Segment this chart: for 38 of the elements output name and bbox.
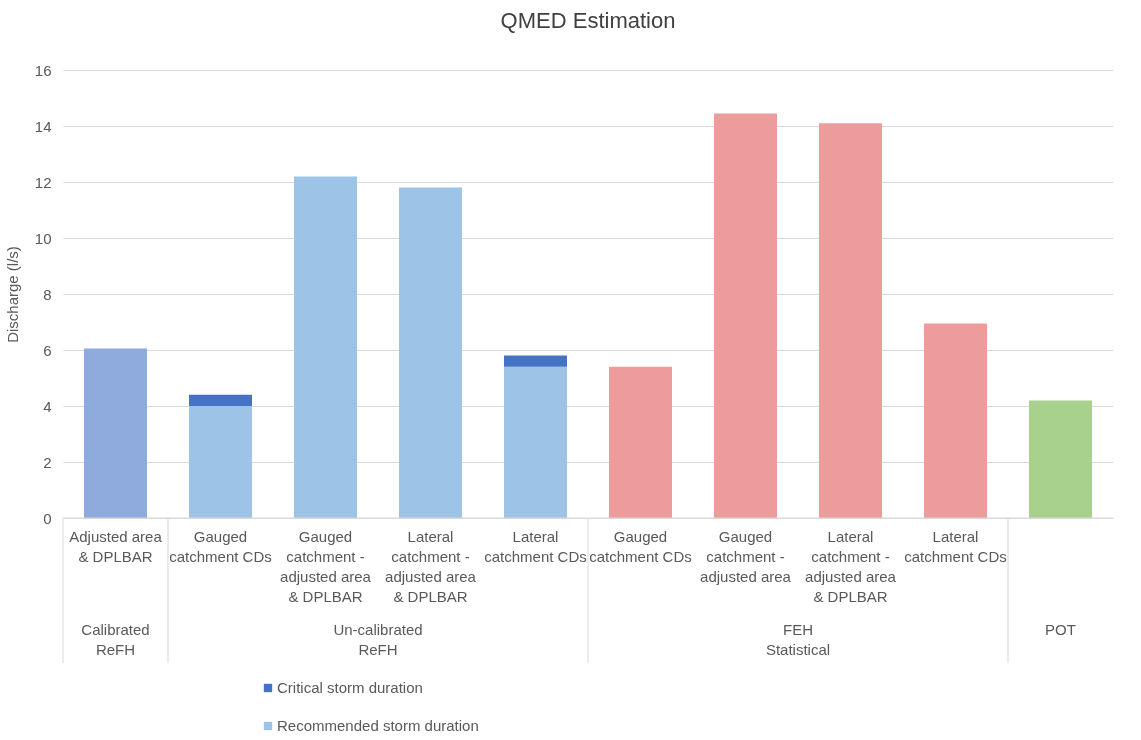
- bar: [504, 355, 567, 367]
- y-tick-label: 0: [43, 509, 52, 527]
- y-tick-label: 10: [34, 229, 52, 247]
- bar: [294, 176, 357, 518]
- text: POT: [1045, 621, 1076, 638]
- bar: [399, 187, 462, 518]
- x-tick-label: Lateral catchment - adjusted area & DPLBAR: [385, 528, 477, 605]
- text: Calibrated ReFH: [81, 621, 150, 658]
- y-tick-label: 6: [43, 341, 52, 359]
- text: Un-calibrated ReFH: [333, 621, 423, 658]
- y-tick-label: 14: [34, 117, 52, 135]
- x-tick-label: Adjusted area & DPLBAR: [69, 528, 163, 565]
- x-tick-label: Lateral catchment CDs: [484, 528, 587, 565]
- x-tick-label: Gauged catchment CDs: [589, 528, 692, 565]
- text: FEH Statistical: [765, 621, 831, 658]
- x-tick-label: Gauged catchment - adjusted area & DPLBAR: [280, 528, 372, 605]
- x-tick-label: Gauged catchment CDs: [169, 528, 272, 565]
- y-tick-label: 2: [43, 453, 52, 471]
- bar: [84, 348, 147, 518]
- x-tick-label: Lateral catchment - adjusted area & DPLBAR: [805, 528, 897, 605]
- bar: [189, 406, 252, 518]
- x-tick-label: Lateral catchment CDs: [904, 528, 1007, 565]
- chart-title: QMED Estimation: [500, 8, 676, 33]
- y-tick-label: 8: [43, 285, 52, 303]
- bar: [504, 366, 567, 518]
- y-tick-label: 12: [34, 173, 52, 191]
- bar: [189, 394, 252, 406]
- legend-label: Critical storm duration: [277, 679, 423, 696]
- y-tick-label: 16: [34, 61, 52, 79]
- bar: [924, 323, 987, 518]
- bar: [1029, 400, 1092, 518]
- y-axis-title: Discharge (l/s): [3, 246, 21, 343]
- x-tick-label: Gauged catchment - adjusted area: [700, 528, 792, 585]
- bar: [714, 113, 777, 518]
- bar: [819, 123, 882, 518]
- y-tick-label: 4: [43, 397, 52, 415]
- legend-label: Recommended storm duration: [277, 717, 479, 734]
- bar: [609, 366, 672, 518]
